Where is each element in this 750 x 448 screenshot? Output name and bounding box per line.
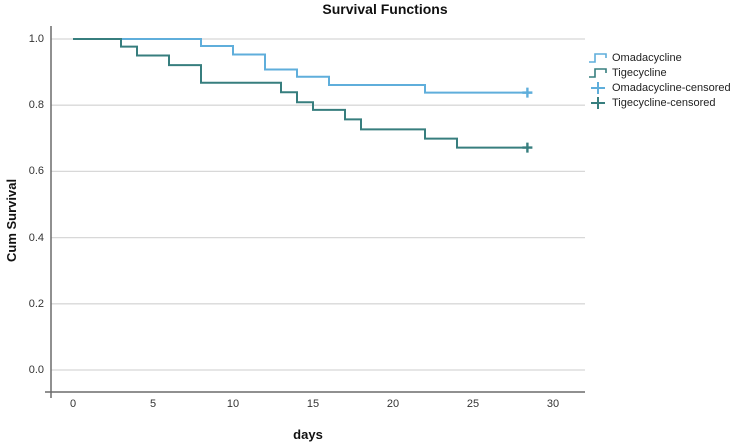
x-tick-label: 10 xyxy=(226,398,240,410)
gridlines xyxy=(51,38,585,371)
y-tick-label: 0.0 xyxy=(28,364,44,376)
y-tick-label: 0.8 xyxy=(28,99,44,112)
series-layer xyxy=(73,38,533,153)
x-axis-title: days xyxy=(293,427,323,442)
legend: Omadacycline Tigecycline Omadacycline-cens… xyxy=(588,50,731,110)
y-tick-label: 0.2 xyxy=(28,297,44,310)
legend-item-tigecycline: Tigecycline xyxy=(588,65,731,80)
tigecycline-curve xyxy=(73,38,529,149)
legend-item-omadacycline-censored: Omadacycline-censored xyxy=(588,80,731,95)
y-tick-label: 0.6 xyxy=(28,165,44,178)
legend-item-tigecycline-censored: Tigecycline-censored xyxy=(588,95,731,110)
step-line-icon xyxy=(589,67,607,78)
censored-plus-icon xyxy=(591,96,605,109)
x-tick-label: 30 xyxy=(546,398,560,410)
y-tick-label: 0.4 xyxy=(28,231,44,244)
x-tick-label: 5 xyxy=(149,398,157,410)
censored-plus-icon xyxy=(591,81,605,94)
x-tick-label: 15 xyxy=(306,398,320,410)
legend-label: Tigecycline-censored xyxy=(612,96,716,109)
legend-label: Omadacycline xyxy=(612,51,682,64)
x-tick-label: 20 xyxy=(386,398,400,410)
legend-label: Omadacycline-censored xyxy=(612,81,731,94)
omadacycline-censored-marker xyxy=(522,87,533,98)
omadacycline-curve xyxy=(73,38,529,94)
legend-label: Tigecycline xyxy=(612,66,667,79)
tigecycline-censored-marker xyxy=(522,142,533,153)
chart-title: Survival Functions xyxy=(322,1,448,17)
x-tick-label: 25 xyxy=(466,398,480,410)
axis-spines xyxy=(45,26,585,398)
step-line-icon xyxy=(589,52,607,63)
x-tick-label: 0 xyxy=(69,398,77,410)
y-tick-label: 1.0 xyxy=(28,33,44,45)
legend-item-omadacycline: Omadacycline xyxy=(588,50,731,65)
